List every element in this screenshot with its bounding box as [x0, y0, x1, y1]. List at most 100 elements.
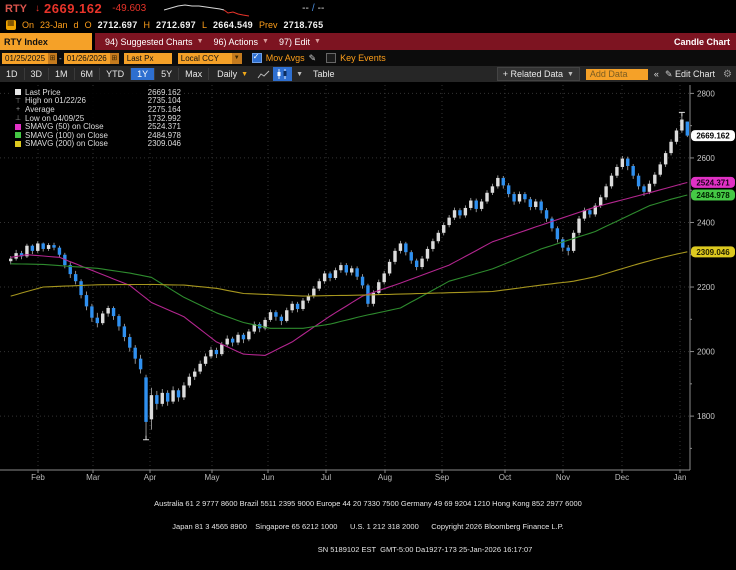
high-value: 2712.697 [156, 20, 196, 30]
open-label: O [84, 20, 92, 30]
low-marker-icon: ⊥ [15, 115, 22, 123]
month-label: Apr [144, 473, 157, 482]
calendar-icon[interactable]: ⊞ [48, 52, 58, 64]
legend-smavg200: SMAVG (200) on Close 2309.046 [15, 139, 181, 148]
intraday-sparkline [164, 3, 250, 16]
currency-select[interactable]: Local CCY [177, 52, 232, 64]
chart-legend: Last Price 2669.162 ⊤ High on 01/22/26 2735… [12, 87, 184, 150]
table-button[interactable]: Table [313, 69, 335, 79]
calendar-icon[interactable]: ⊞ [109, 52, 119, 64]
price-axis-badge [691, 246, 735, 258]
legend-average: + Average 2275.164 [15, 104, 181, 114]
month-label: Dec [615, 473, 629, 482]
chart-controls-bar: 01/25/2025 ⊞ - 01/26/2026 ⊞ Last Px Loca… [0, 50, 736, 66]
candle-chart-icon[interactable] [273, 67, 293, 81]
line-chart-icon[interactable] [254, 68, 273, 81]
legend-last-price: Last Price 2669.162 [15, 88, 181, 97]
collapse-panel-button[interactable]: « [653, 69, 659, 79]
toolbar-right-cluster: + Related Data ▼ Add Data « ✎ Edit Chart … [496, 67, 732, 81]
add-data-input[interactable]: Add Data [585, 68, 648, 80]
last-price: 2669.162 [44, 1, 103, 16]
quote-header: RTY ↓ 2669.162 -49.603 -- / -- [0, 0, 736, 17]
y-axis-label: 2600 [697, 154, 715, 163]
price-badge-label: 2669.162 [696, 132, 730, 141]
chart-area[interactable]: FebMarAprMayJunJul2025AugSepOctNovDecJan… [0, 82, 736, 491]
high-label: H [143, 20, 151, 30]
chevron-down-icon: ▼ [262, 38, 269, 45]
chevron-down-icon: ▼ [196, 38, 204, 45]
edit-mov-avgs-pencil-icon[interactable]: ✎ [308, 52, 317, 63]
price-badge-label: 2524.371 [696, 178, 730, 187]
open-value: 2712.697 [97, 20, 138, 30]
menu-edit[interactable]: 97) Edit ▼ [278, 36, 321, 47]
legend-smavg50: SMAVG (50) on Close 2524.371 [15, 122, 181, 131]
bid-ask-slash: / [311, 3, 315, 14]
footer-contact-line1: Australia 61 2 9777 8600 Brazil 5511 239… [154, 498, 582, 508]
month-label: Jan [674, 473, 687, 482]
range-tab-max[interactable]: Max [179, 68, 210, 80]
related-data-button[interactable]: + Related Data ▼ [496, 67, 580, 81]
gear-icon[interactable]: ⚙ [723, 68, 732, 80]
menu-suggested-charts[interactable]: 94) Suggested Charts ▼ [105, 36, 204, 47]
chevron-down-icon[interactable]: ▼ [241, 70, 249, 78]
y-axis-label: 2200 [697, 283, 715, 292]
y-axis-label: 2000 [697, 348, 715, 357]
yellow-swatch-icon [15, 140, 21, 147]
price-chart[interactable]: FebMarAprMayJunJul2025AugSepOctNovDecJan… [0, 82, 736, 491]
footer-contact-line2: Japan 81 3 4565 8900 Singapore 65 6212 1… [172, 521, 564, 531]
range-tab-1y[interactable]: 1Y [131, 68, 156, 80]
ask-value: -- [317, 3, 325, 14]
chevron-down-icon[interactable]: ▼ [231, 52, 242, 64]
menu-actions[interactable]: 96) Actions ▼ [213, 36, 269, 47]
green-swatch-icon [15, 132, 21, 139]
price-axis-badge [691, 189, 735, 201]
footer-session-info: SN 5189102 EST GMT-5:00 Da1927-173 25-Ja… [317, 545, 533, 555]
month-label: May [204, 473, 219, 482]
menu-bar: 94) Suggested Charts ▼ 96) Actions ▼ 97) E… [95, 33, 736, 50]
smavg-50-line [10, 181, 688, 356]
session-stats-bar: On 23-Jan d O 2712.697 H 2712.697 L 2664… [0, 17, 736, 33]
alert-flag-icon[interactable] [6, 18, 16, 30]
date-to-input[interactable]: 01/26/2026 [63, 52, 110, 64]
low-value: 2664.549 [213, 20, 253, 30]
mov-avgs-checkbox[interactable] [251, 52, 262, 63]
range-tab-1m[interactable]: 1M [49, 68, 75, 80]
high-marker-icon: ⊤ [15, 97, 22, 105]
price-field-input[interactable]: Last Px [123, 52, 172, 64]
high-marker [678, 111, 685, 117]
month-label: Feb [31, 473, 45, 482]
down-arrow-icon: ↓ [35, 3, 40, 14]
key-events-label: Key Events [340, 53, 386, 63]
chevron-down-icon[interactable]: ▼ [296, 70, 303, 78]
key-events-checkbox[interactable] [326, 53, 337, 63]
range-tab-6m[interactable]: 6M [75, 68, 101, 80]
y-axis-label: 2400 [697, 218, 715, 227]
chart-type-title: Candle Chart [673, 36, 730, 47]
bid-value: -- [302, 3, 309, 14]
legend-smavg100: SMAVG (100) on Close 2484.978 [15, 131, 181, 140]
range-tab-5y[interactable]: 5Y [155, 68, 180, 80]
bid-ask: -- / -- [302, 3, 324, 14]
price-badge-label: 2484.978 [696, 191, 730, 200]
security-input[interactable]: RTY Index [0, 33, 92, 50]
magenta-swatch-icon [15, 123, 21, 130]
period-select[interactable]: Daily [217, 69, 238, 79]
range-tab-ytd[interactable]: YTD [100, 68, 132, 80]
price-axis-badge [691, 130, 735, 142]
smavg-100-line [10, 194, 688, 329]
legend-low: ⊥ Low on 04/09/25 1732.992 [15, 113, 181, 123]
y-axis-label: 2800 [697, 89, 715, 98]
month-label: Jul [321, 473, 331, 482]
low-label: L [201, 20, 207, 30]
edit-chart-button[interactable]: ✎ Edit Chart [664, 68, 716, 80]
range-tab-3d[interactable]: 3D [25, 68, 50, 80]
range-tab-1d[interactable]: 1D [0, 68, 25, 80]
candlestick-series [9, 114, 689, 438]
smavg-200-line [10, 251, 688, 297]
terminal-footer: Australia 61 2 9777 8600 Brazil 5511 239… [0, 484, 736, 570]
date-from-input[interactable]: 01/25/2025 [2, 52, 49, 64]
month-label: Nov [556, 473, 570, 482]
command-bar: RTY Index 94) Suggested Charts ▼ 96) Acti… [0, 33, 736, 50]
pencil-icon: ✎ [664, 68, 673, 79]
month-label: Jun [262, 473, 275, 482]
